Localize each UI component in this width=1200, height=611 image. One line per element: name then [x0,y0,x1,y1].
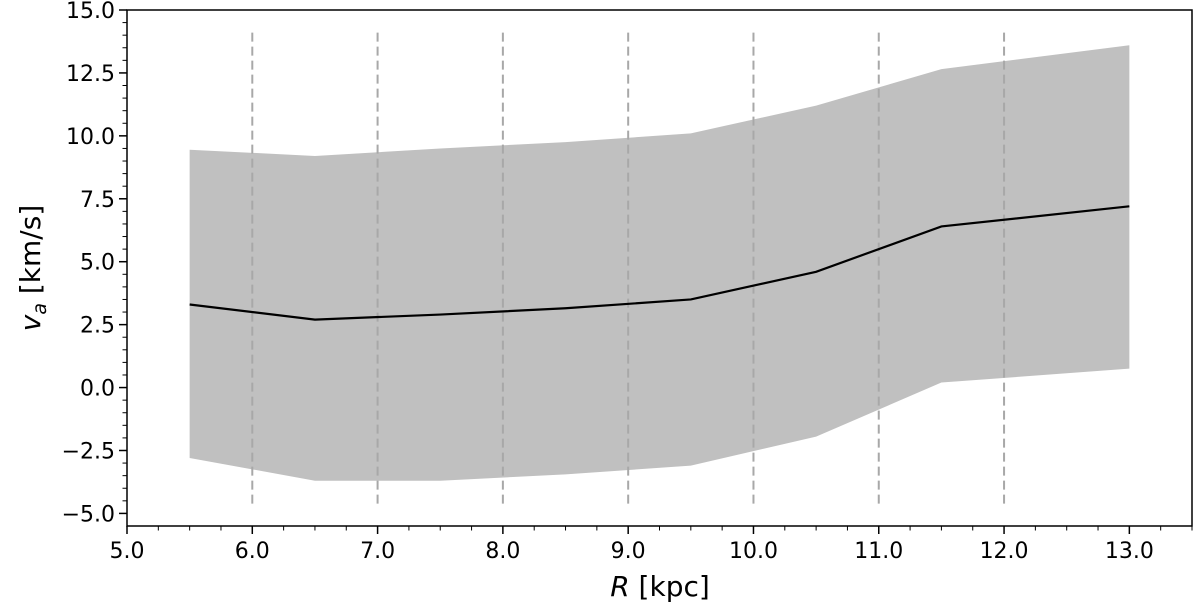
x-tick-label: 12.0 [980,539,1029,564]
x-tick-label: 8.0 [485,539,520,564]
x-tick-label: 6.0 [235,539,270,564]
y-axis-label: va [km/s] [14,205,51,332]
x-tick-label: 11.0 [854,539,903,564]
x-tick-label: 13.0 [1105,539,1154,564]
x-axis-label-unit: [kpc] [630,570,710,603]
y-tick-label: 10.0 [66,125,115,150]
y-axis-label-symbol: v [14,314,47,331]
y-tick-label: 0.0 [80,377,115,402]
y-tick-label: 7.5 [80,188,115,213]
x-tick-label: 5.0 [110,539,145,564]
y-tick-label: −5.0 [62,502,115,527]
uncertainty-band [189,45,1130,481]
series-line [189,205,1130,321]
plot-area [189,32,1130,506]
axes: 5.0 6.0 7.0 8.0 9.0 10.0 11.0 12.0 13.0 −5.0 −2.5 0… [62,0,1193,564]
x-tick-label: 7.0 [360,539,395,564]
x-tick-label: 10.0 [729,539,778,564]
y-axis-label-subscript: a [29,303,51,315]
x-tick-label: 9.0 [611,539,646,564]
x-axis-label-symbol: R [610,570,629,603]
y-tick-label: 5.0 [80,251,115,276]
x-axis-label: R [kpc] [610,570,710,603]
y-tick-label: −2.5 [62,439,115,464]
y-tick-label: 2.5 [80,314,115,339]
y-axis-label-unit: [km/s] [14,205,47,303]
y-tick-label: 15.0 [66,0,115,24]
y-tick-label: 12.5 [66,62,115,87]
